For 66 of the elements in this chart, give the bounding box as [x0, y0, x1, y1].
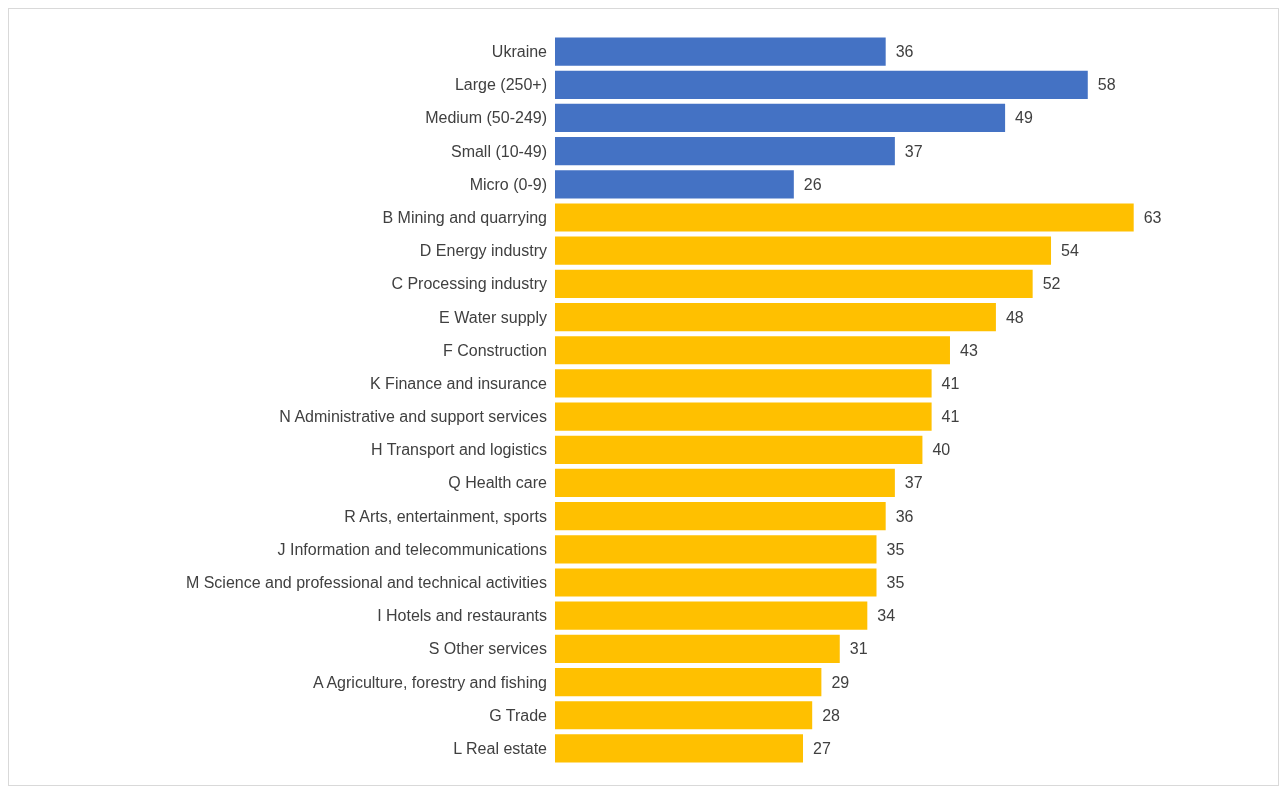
data-label: 58	[1097, 76, 1116, 94]
y-tick-label: K Finance and insurance	[370, 374, 548, 392]
data-label: 63	[1143, 209, 1162, 226]
y-tick-label: L Real estate	[453, 739, 548, 757]
data-label: 34	[877, 607, 896, 625]
y-tick-label: B Mining and quarrying	[382, 209, 547, 226]
bar	[555, 170, 794, 199]
y-tick-label: H Transport and logistics	[370, 441, 547, 459]
data-label: 36	[895, 43, 914, 61]
bar	[555, 336, 950, 365]
y-tick-label: S Other services	[428, 640, 547, 658]
bar	[555, 137, 895, 166]
data-label: 37	[904, 142, 923, 160]
y-tick-label: C Processing industry	[391, 275, 547, 293]
y-tick-label: A Agriculture, forestry and fishing	[313, 673, 547, 691]
bar	[555, 734, 804, 763]
data-label: 40	[932, 441, 951, 459]
y-tick-label: N Administrative and support services	[279, 408, 547, 426]
bar	[555, 37, 886, 66]
bar	[555, 634, 840, 663]
bar	[555, 535, 877, 564]
bar	[555, 236, 1052, 265]
bar	[555, 435, 923, 464]
bar	[555, 701, 813, 730]
y-tick-label: Small (10-49)	[450, 142, 547, 160]
bar	[555, 302, 996, 332]
data-label: 31	[849, 640, 868, 658]
data-label: 29	[831, 673, 850, 691]
y-tick-label: Micro (0-9)	[469, 175, 547, 193]
bar	[555, 667, 822, 697]
data-label: 43	[959, 341, 978, 359]
data-label: 36	[895, 507, 914, 525]
y-tick-label: R Arts, entertainment, sports	[344, 507, 547, 525]
bar	[555, 468, 895, 498]
y-tick-label: J Information and telecommunications	[277, 540, 547, 558]
bar	[555, 369, 932, 398]
y-tick-label: E Water supply	[439, 308, 547, 326]
bar	[555, 502, 886, 531]
data-label: 27	[813, 739, 831, 757]
data-label: 35	[886, 540, 905, 558]
data-label: 49	[1015, 109, 1033, 127]
data-label: 48	[1005, 308, 1024, 326]
bar	[555, 568, 877, 597]
data-label: 26	[803, 175, 822, 193]
data-label: 37	[904, 474, 923, 492]
y-tick-label: Ukraine	[491, 43, 548, 61]
bar	[555, 70, 1088, 99]
bar	[555, 269, 1033, 298]
data-label: 35	[886, 574, 905, 591]
bar	[555, 103, 1006, 133]
data-label: 28	[822, 706, 841, 724]
bar	[555, 601, 868, 630]
data-label: 54	[1061, 242, 1079, 260]
bar	[555, 203, 1134, 232]
bar	[555, 402, 932, 431]
data-label: 41	[941, 374, 960, 392]
data-label: 41	[941, 408, 960, 426]
y-tick-label: D Energy industry	[419, 242, 547, 260]
y-tick-label: Medium (50-249)	[425, 109, 547, 127]
data-label: 52	[1042, 275, 1061, 293]
y-tick-label: M Science and professional and technical activities	[185, 574, 547, 591]
y-tick-label: Q Health care	[448, 474, 548, 492]
y-tick-label: F Construction	[442, 341, 547, 359]
y-tick-label: Large (250+)	[454, 76, 547, 94]
y-tick-label: I Hotels and restaurants	[377, 607, 547, 625]
y-tick-label: G Trade	[489, 706, 548, 724]
